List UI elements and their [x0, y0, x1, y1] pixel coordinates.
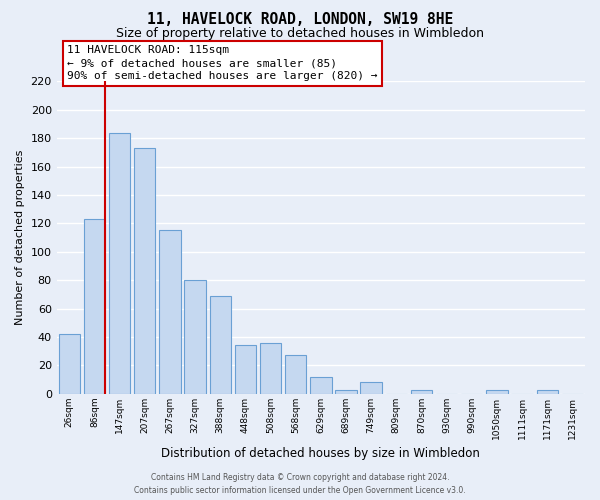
Bar	[59, 334, 80, 394]
Bar	[235, 346, 256, 394]
X-axis label: Distribution of detached houses by size in Wimbledon: Distribution of detached houses by size …	[161, 447, 480, 460]
Text: Size of property relative to detached houses in Wimbledon: Size of property relative to detached ho…	[116, 28, 484, 40]
Bar	[310, 376, 332, 394]
Bar	[260, 342, 281, 394]
Bar	[209, 296, 231, 394]
Text: Contains HM Land Registry data © Crown copyright and database right 2024.
Contai: Contains HM Land Registry data © Crown c…	[134, 474, 466, 495]
Bar	[411, 390, 432, 394]
Bar	[184, 280, 206, 394]
Bar	[536, 390, 558, 394]
Bar	[84, 219, 105, 394]
Bar	[134, 148, 155, 394]
Bar	[486, 390, 508, 394]
Bar	[335, 390, 356, 394]
Bar	[285, 356, 307, 394]
Bar	[159, 230, 181, 394]
Y-axis label: Number of detached properties: Number of detached properties	[15, 150, 25, 326]
Text: 11, HAVELOCK ROAD, LONDON, SW19 8HE: 11, HAVELOCK ROAD, LONDON, SW19 8HE	[147, 12, 453, 28]
Bar	[109, 132, 130, 394]
Text: 11 HAVELOCK ROAD: 115sqm
← 9% of detached houses are smaller (85)
90% of semi-de: 11 HAVELOCK ROAD: 115sqm ← 9% of detache…	[67, 45, 378, 82]
Bar	[361, 382, 382, 394]
